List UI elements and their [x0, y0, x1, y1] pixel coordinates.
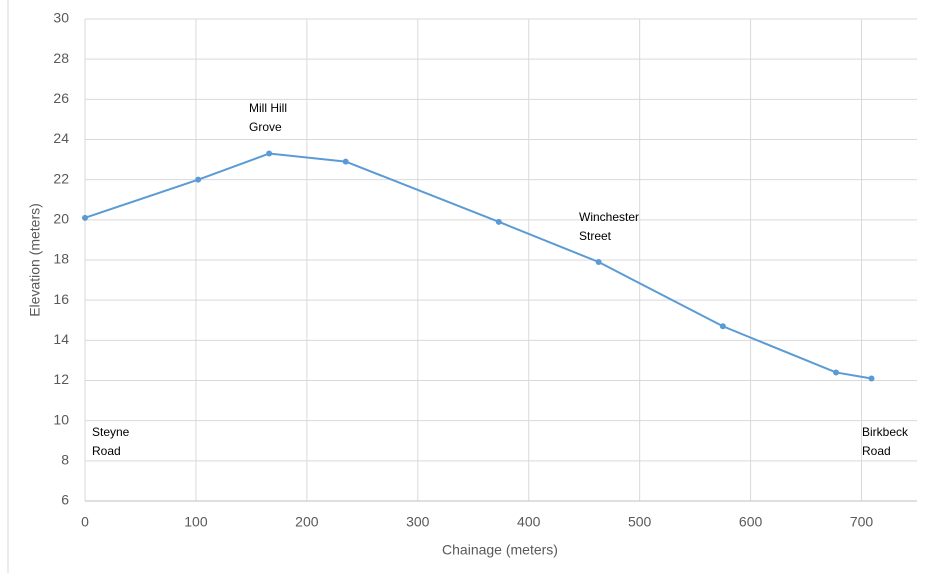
annotation: Birkbeck — [862, 425, 909, 439]
annotation: Mill Hill — [249, 101, 287, 115]
series-line — [84, 152, 872, 380]
data-point — [595, 259, 602, 266]
data-point — [266, 150, 273, 157]
x-tick-label: 400 — [517, 514, 541, 530]
y-tick-label: 30 — [53, 10, 69, 26]
data-point — [82, 214, 88, 221]
y-tick-label: 22 — [53, 170, 69, 186]
annotation: Road — [92, 444, 121, 458]
x-tick-label: 700 — [850, 514, 874, 530]
y-tick-label: 28 — [53, 50, 69, 66]
data-point — [868, 375, 875, 382]
y-tick-label: 10 — [53, 411, 69, 427]
x-tick-label: 200 — [295, 514, 319, 530]
annotation: Street — [579, 229, 612, 243]
y-tick-label: 24 — [53, 130, 69, 146]
x-tick-label: 0 — [81, 514, 89, 530]
data-point — [833, 369, 840, 376]
x-axis-label: Chainage (meters) — [442, 542, 558, 558]
y-axis-label: Elevation (meters) — [27, 203, 43, 317]
y-tick-label: 14 — [53, 331, 69, 347]
data-point — [342, 158, 349, 165]
x-tick-label: 500 — [628, 514, 652, 530]
annotation: Winchester — [579, 210, 639, 224]
annotation: Grove — [249, 120, 282, 134]
y-tick-label: 26 — [53, 90, 69, 106]
y-tick-label: 20 — [53, 211, 69, 227]
x-tick-label: 100 — [184, 514, 208, 530]
y-tick-label: 12 — [53, 371, 69, 387]
y-tick-label: 8 — [61, 452, 69, 468]
data-point — [719, 323, 726, 330]
x-tick-label: 600 — [739, 514, 763, 530]
x-tick-label: 300 — [406, 514, 430, 530]
annotation: Road — [862, 444, 891, 458]
data-point — [195, 176, 202, 183]
annotation: Steyne — [92, 425, 130, 439]
y-tick-label: 16 — [53, 291, 69, 307]
y-tick-label: 6 — [61, 492, 69, 508]
data-point — [495, 218, 502, 225]
y-tick-label: 18 — [53, 251, 69, 267]
